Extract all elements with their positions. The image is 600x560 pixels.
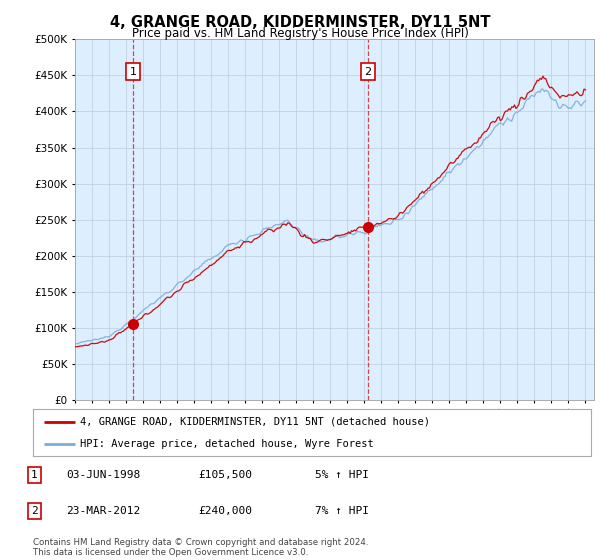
Text: 7% ↑ HPI: 7% ↑ HPI [315, 506, 369, 516]
Text: 1: 1 [31, 470, 38, 480]
Text: £240,000: £240,000 [198, 506, 252, 516]
Text: Contains HM Land Registry data © Crown copyright and database right 2024.
This d: Contains HM Land Registry data © Crown c… [33, 538, 368, 557]
Text: 1: 1 [130, 67, 137, 77]
Text: £105,500: £105,500 [198, 470, 252, 480]
Text: 23-MAR-2012: 23-MAR-2012 [66, 506, 140, 516]
Text: 03-JUN-1998: 03-JUN-1998 [66, 470, 140, 480]
Text: 4, GRANGE ROAD, KIDDERMINSTER, DY11 5NT (detached house): 4, GRANGE ROAD, KIDDERMINSTER, DY11 5NT … [80, 417, 430, 427]
Text: HPI: Average price, detached house, Wyre Forest: HPI: Average price, detached house, Wyre… [80, 438, 374, 449]
Text: 5% ↑ HPI: 5% ↑ HPI [315, 470, 369, 480]
Text: 2: 2 [31, 506, 38, 516]
Text: Price paid vs. HM Land Registry's House Price Index (HPI): Price paid vs. HM Land Registry's House … [131, 27, 469, 40]
Text: 4, GRANGE ROAD, KIDDERMINSTER, DY11 5NT: 4, GRANGE ROAD, KIDDERMINSTER, DY11 5NT [110, 15, 490, 30]
Text: 2: 2 [364, 67, 371, 77]
